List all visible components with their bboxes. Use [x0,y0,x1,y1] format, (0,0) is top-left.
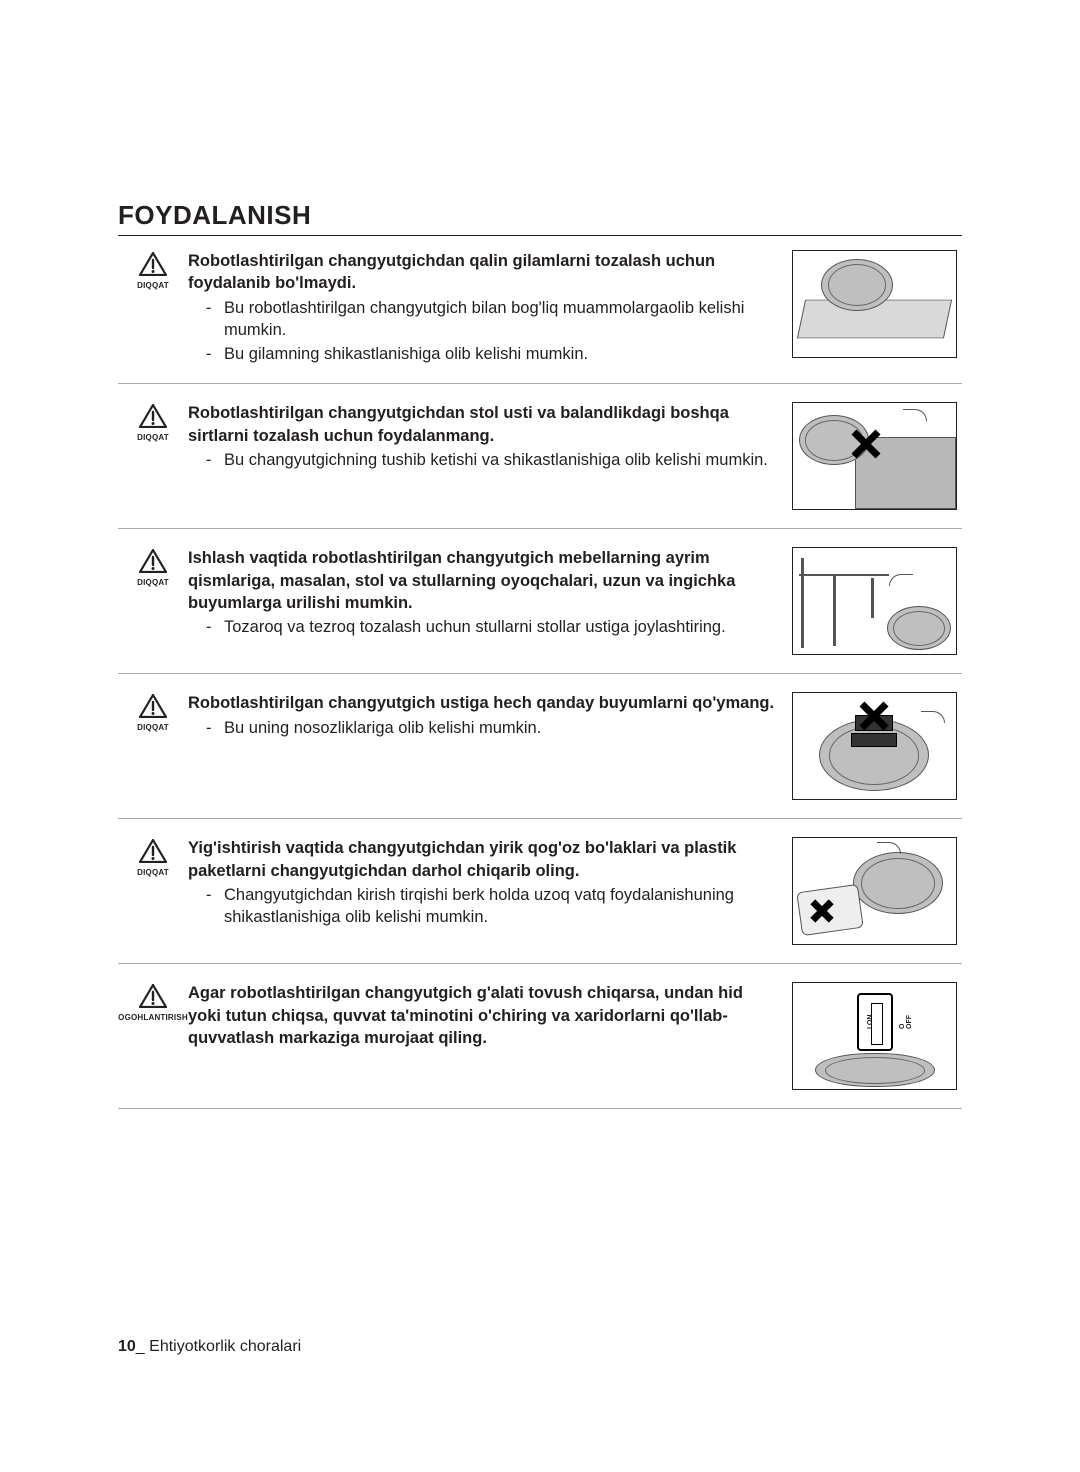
bullet: Tozaroq va tezroq tozalash uchun stullar… [206,616,780,638]
safety-item: DIQQATRobotlashtirilgan changyutgichdan … [118,250,962,384]
safety-item: DIQQATRobotlashtirilgan changyutgichdan … [118,402,962,529]
illustration [792,547,957,655]
bullet: Bu uning nosozliklariga olib kelishi mum… [206,717,780,739]
severity-label: DIQQAT [118,578,188,587]
bullet: Bu changyutgichning tushib ketishi va sh… [206,449,780,471]
bullet: Bu robotlashtirilgan changyutgich bilan … [206,297,780,342]
severity-label: DIQQAT [118,433,188,442]
item-bullets: Bu changyutgichning tushib ketishi va sh… [188,449,780,471]
item-bullets: Tozaroq va tezroq tozalash uchun stullar… [188,616,780,638]
safety-item: DIQQATIshlash vaqtida robotlashtirilgan … [118,547,962,674]
item-title: Robotlashtirilgan changyutgich ustiga he… [188,692,780,714]
item-title: Ishlash vaqtida robotlashtirilgan changy… [188,547,780,614]
caution-icon [139,252,167,281]
severity-label: OGOHLANTIRISH [118,1013,188,1022]
illustration [792,692,957,800]
warning-icon [139,984,167,1013]
item-bullets: Changyutgichdan kirish tirqishi berk hol… [188,884,780,929]
item-title: Yig'ishtirish vaqtida changyutgichdan yi… [188,837,780,882]
item-title: Robotlashtirilgan changyutgichdan qalin … [188,250,780,295]
illustration: I ONO OFF [792,982,957,1090]
safety-item: DIQQATYig'ishtirish vaqtida changyutgich… [118,837,962,964]
caution-icon [139,404,167,433]
safety-item: DIQQATRobotlashtirilgan changyutgich ust… [118,692,962,819]
caution-icon [139,549,167,578]
item-bullets: Bu robotlashtirilgan changyutgich bilan … [188,297,780,366]
illustration [792,402,957,510]
page-footer: 10_ Ehtiyotkorlik choralari [118,1338,301,1356]
item-bullets: Bu uning nosozliklariga olib kelishi mum… [188,717,780,739]
severity-label: DIQQAT [118,868,188,877]
bullet: Bu gilamning shikastlanishiga olib kelis… [206,343,780,365]
severity-label: DIQQAT [118,723,188,732]
illustration [792,837,957,945]
footer-title: Ehtiyotkorlik choralari [149,1338,301,1355]
caution-icon [139,694,167,723]
caution-icon [139,839,167,868]
item-title: Robotlashtirilgan changyutgichdan stol u… [188,402,780,447]
section-heading: FOYDALANISH [118,200,962,236]
bullet: Changyutgichdan kirish tirqishi berk hol… [206,884,780,929]
item-title: Agar robotlashtirilgan changyutgich g'al… [188,982,780,1049]
severity-label: DIQQAT [118,281,188,290]
safety-item: OGOHLANTIRISHAgar robotlashtirilgan chan… [118,982,962,1109]
page-number: 10 [118,1338,136,1355]
illustration [792,250,957,358]
